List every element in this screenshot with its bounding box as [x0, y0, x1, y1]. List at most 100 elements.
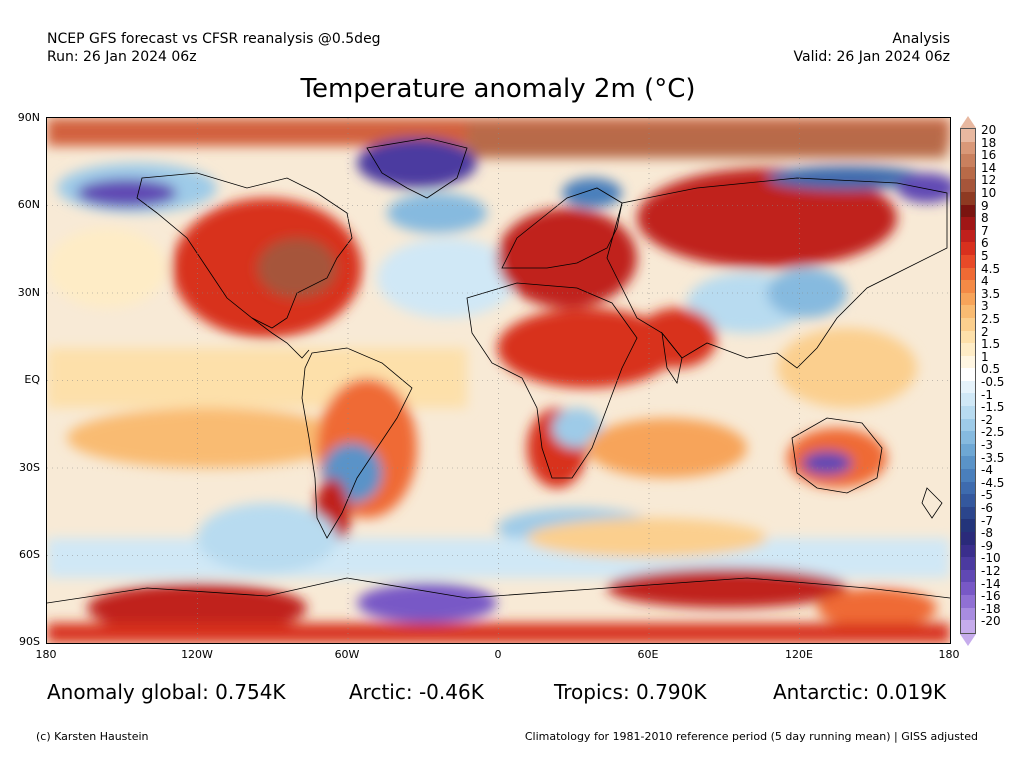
- colorbar-label: 4: [981, 274, 989, 289]
- lon-label-120e: 120E: [785, 648, 813, 661]
- colorbar-label: -6: [981, 501, 993, 515]
- colorbar-segment: [961, 443, 975, 457]
- colorbar-segment: [961, 292, 975, 306]
- colorbar-label: 20: [981, 123, 997, 137]
- temperature-anomaly-map: [46, 117, 951, 644]
- lon-label-180e: 180: [938, 648, 960, 661]
- stat-antarctic-anomaly: Antarctic: 0.019K: [773, 680, 947, 704]
- colorbar-label: -16: [981, 589, 1001, 604]
- colorbar-segment: [961, 355, 975, 369]
- colorbar-label: 3.5: [981, 286, 1001, 301]
- map-canvas: [47, 118, 950, 643]
- colorbar-segment: [961, 607, 975, 621]
- colorbar-segment: [961, 544, 975, 558]
- colorbar-label: -3.5: [981, 450, 1005, 465]
- lat-label-30n: 30N: [17, 286, 40, 299]
- colorbar-segment: [961, 494, 975, 507]
- colorbar-label: -10: [981, 551, 1001, 566]
- colorbar-label: -18: [981, 601, 1001, 616]
- colorbar-segment: [961, 141, 975, 155]
- colorbar-label: 12: [981, 173, 997, 188]
- header-model-label: NCEP GFS forecast vs CFSR reanalysis @0.…: [47, 31, 381, 47]
- colorbar-label: 14: [981, 160, 997, 175]
- lon-label-0: 0: [494, 648, 502, 661]
- colorbar-label: -2.5: [981, 425, 1005, 440]
- colorbar-label: 8: [981, 211, 989, 226]
- colorbar-label: -14: [981, 576, 1001, 591]
- colorbar-segment: [961, 431, 975, 444]
- lat-label-30s: 30S: [19, 461, 40, 474]
- colorbar-segment: [961, 330, 975, 344]
- colorbar-segment: [961, 594, 975, 608]
- colorbar-segment: [961, 179, 975, 192]
- colorbar-label: -7: [981, 513, 993, 528]
- colorbar-label: 18: [981, 135, 997, 150]
- colorbar-segment: [961, 519, 975, 532]
- lon-label-60e: 60E: [637, 648, 659, 661]
- colorbar-label: 6: [981, 236, 989, 251]
- colorbar-segment: [961, 557, 975, 570]
- colorbar-segment: [961, 280, 975, 293]
- colorbar-segment: [961, 380, 975, 394]
- colorbar-label: 2: [981, 324, 989, 339]
- colorbar-segment: [961, 305, 975, 318]
- colorbar-segment: [961, 418, 975, 432]
- lon-label-120w: 120W: [181, 648, 213, 661]
- colorbar-label: 7: [981, 223, 989, 238]
- colorbar-segment: [961, 393, 975, 407]
- colorbar-label: -12: [981, 564, 1001, 578]
- header-analysis-label: Analysis: [892, 31, 950, 47]
- colorbar-label: 16: [981, 148, 997, 163]
- colorbar-segment: [961, 368, 975, 381]
- colorbar-segment: [961, 229, 975, 243]
- colorbar-label: -3: [981, 438, 993, 452]
- colorbar-segment: [961, 481, 975, 495]
- colorbar-segment: [961, 254, 975, 268]
- header-valid-label: Valid: 26 Jan 2024 06z: [793, 49, 950, 65]
- stat-arctic-anomaly: Arctic: -0.46K: [349, 680, 484, 704]
- colorbar-segment: [961, 242, 975, 255]
- climatology-note: Climatology for 1981-2010 reference peri…: [524, 730, 978, 743]
- colorbar-segment: [961, 569, 975, 583]
- colorbar-label: 0.5: [981, 362, 1001, 377]
- colorbar-segment: [961, 217, 975, 230]
- colorbar-segment: [961, 317, 975, 331]
- colorbar-segment: [961, 620, 975, 633]
- colorbar-segment: [961, 154, 975, 167]
- lat-label-60n: 60N: [17, 198, 40, 211]
- map-title: Temperature anomaly 2m (°C): [300, 74, 696, 104]
- colorbar-segment: [961, 343, 975, 356]
- colorbar-label: -2: [981, 412, 993, 427]
- lat-label-60s: 60S: [19, 548, 40, 561]
- header-run-label: Run: 26 Jan 2024 06z: [47, 49, 197, 65]
- colorbar-label: 4.5: [981, 261, 1001, 276]
- lat-label-90s: 90S: [19, 635, 40, 648]
- colorbar-segment: [961, 204, 975, 218]
- colorbar-label: 9: [981, 198, 989, 213]
- lon-label-180w: 180: [35, 648, 57, 661]
- colorbar-bottom-arrow: [960, 634, 976, 646]
- colorbar-label: 2.5: [981, 312, 1001, 326]
- lat-label-eq: EQ: [24, 373, 40, 386]
- colorbar-label: -8: [981, 526, 993, 541]
- colorbar-top-arrow: [960, 116, 976, 128]
- colorbar-segment: [961, 532, 975, 545]
- colorbar-label: -1.5: [981, 400, 1005, 415]
- colorbar-segment: [961, 129, 975, 142]
- colorbar-segment: [961, 267, 975, 281]
- copyright-label: (c) Karsten Haustein: [36, 730, 149, 743]
- colorbar-segment: [961, 456, 975, 470]
- colorbar-label: 1.5: [981, 337, 1001, 352]
- colorbar-segment: [961, 406, 975, 419]
- stat-tropics-anomaly: Tropics: 0.790K: [554, 680, 707, 704]
- colorbar: [960, 128, 976, 634]
- colorbar-label: -4: [981, 463, 993, 478]
- colorbar-segment: [961, 191, 975, 205]
- colorbar-segment: [961, 469, 975, 482]
- colorbar-label: 1: [981, 349, 989, 364]
- colorbar-label: -0.5: [981, 375, 1005, 389]
- colorbar-label: -1: [981, 387, 993, 402]
- colorbar-label: -20: [981, 614, 1001, 629]
- graticule: [47, 118, 950, 643]
- lat-label-90n: 90N: [17, 111, 40, 124]
